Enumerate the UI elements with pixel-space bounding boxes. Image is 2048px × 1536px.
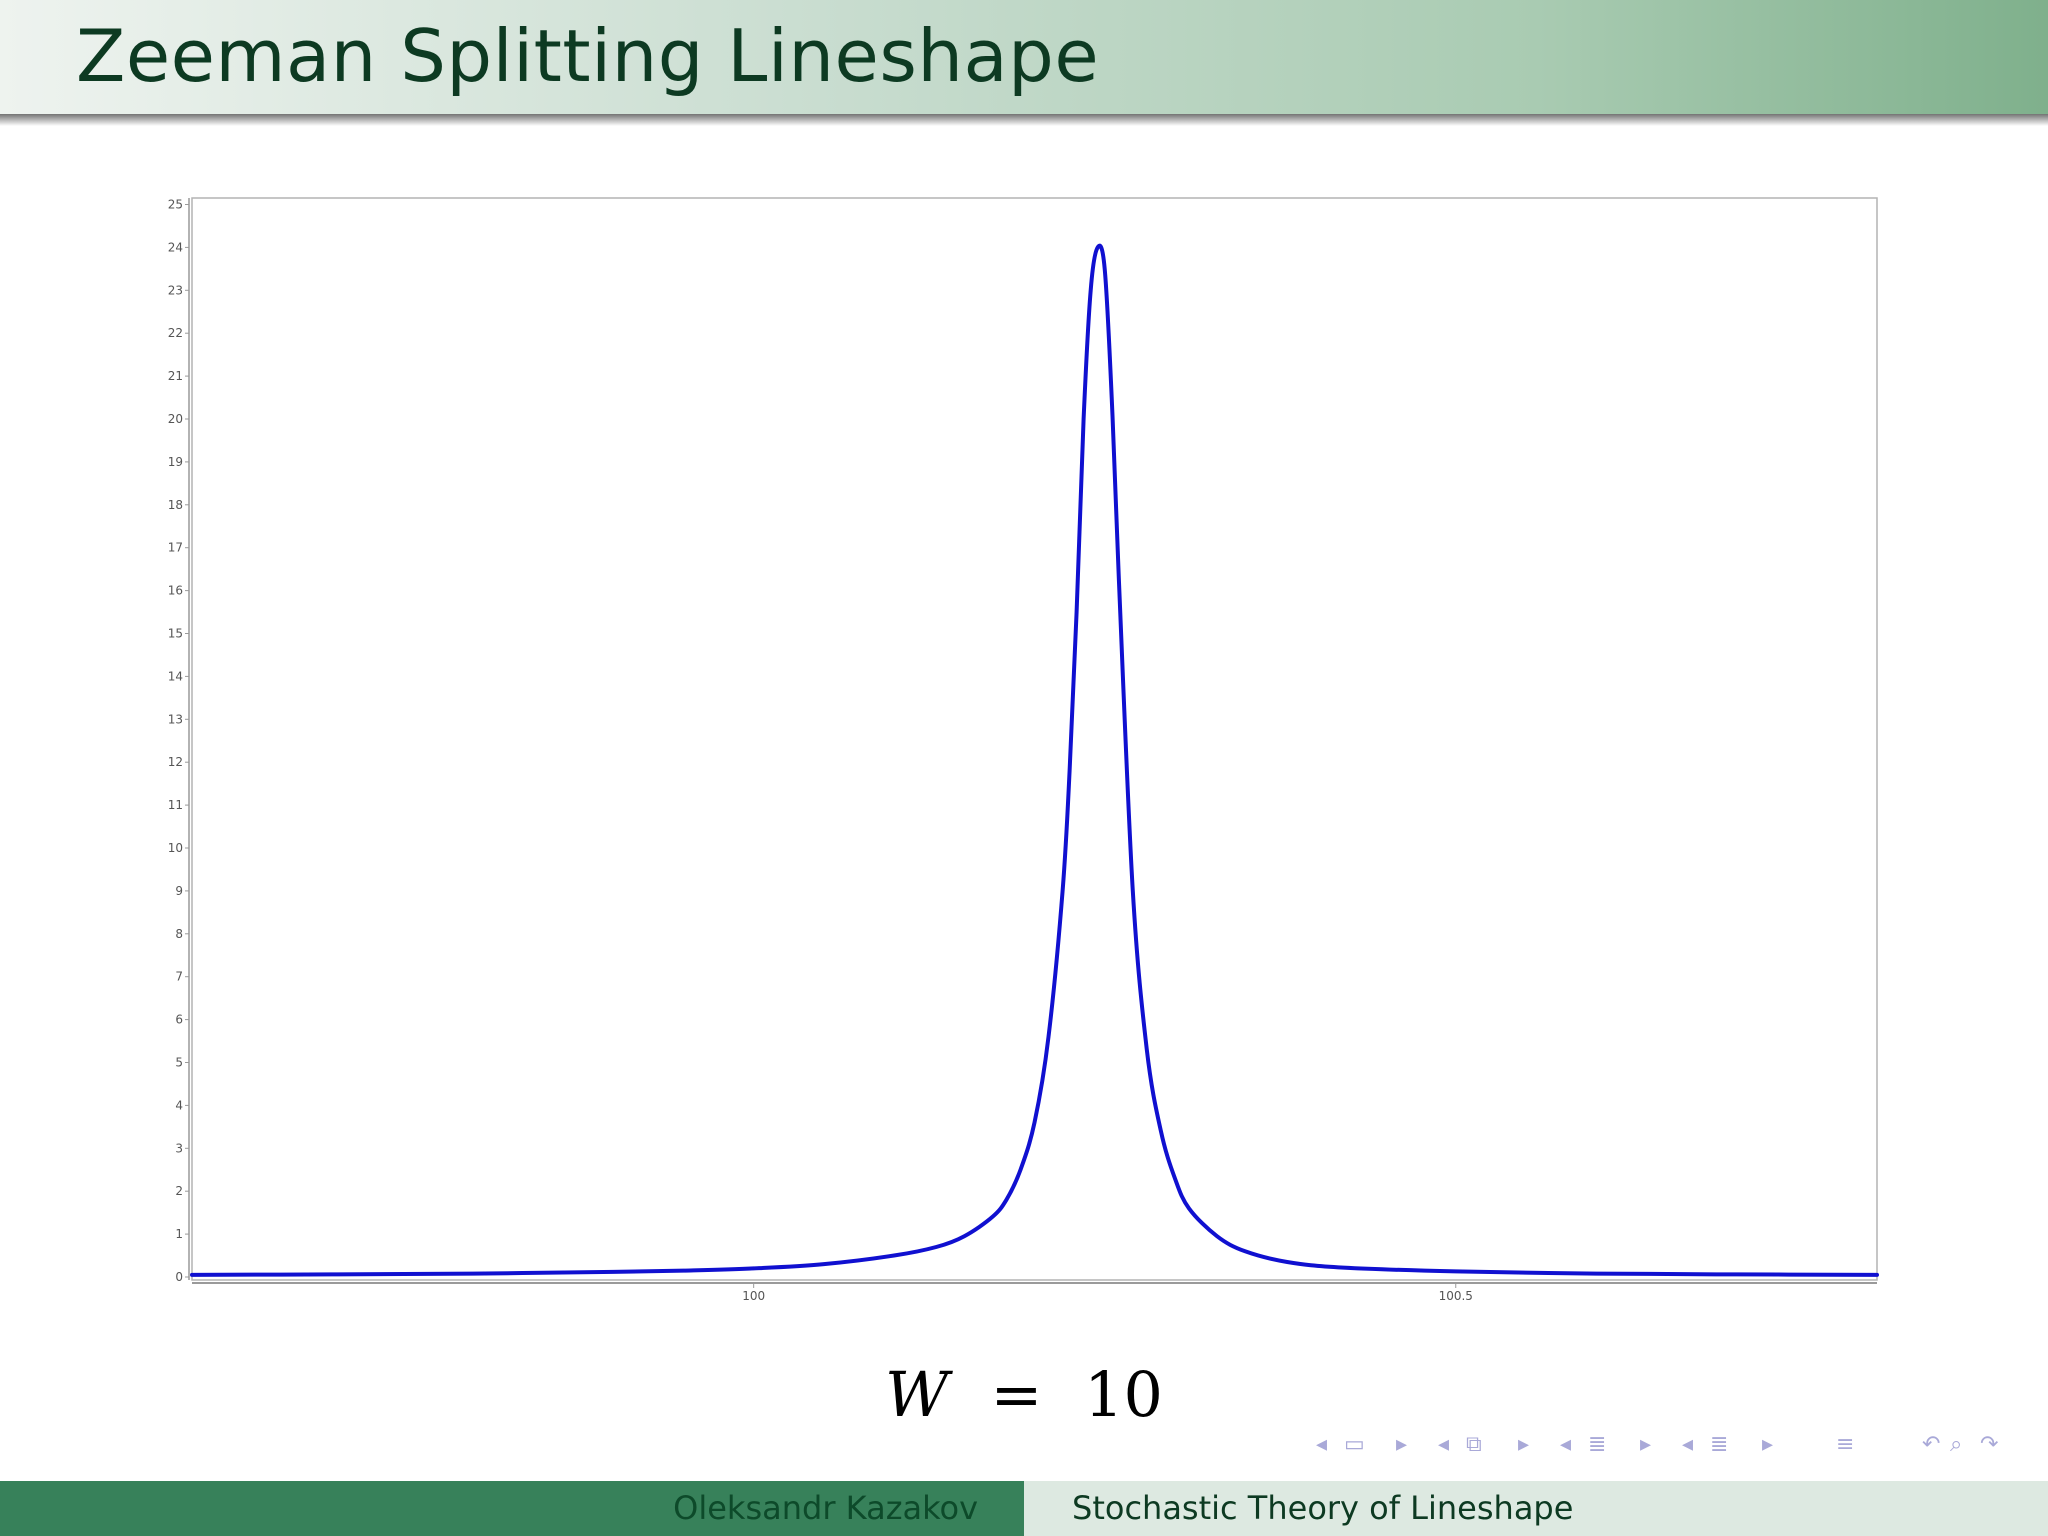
equation-operator: = bbox=[990, 1358, 1043, 1431]
search-icon[interactable]: ⌕ bbox=[1950, 1432, 1963, 1457]
y-tick-label: 12 bbox=[168, 755, 183, 769]
nav-right-arrow-icon[interactable]: ▸ bbox=[1762, 1432, 1774, 1457]
equation-variable: W bbox=[884, 1358, 949, 1431]
y-tick-label: 25 bbox=[168, 198, 183, 212]
beamer-navigation-bar: ◂ ▭ ▸ ◂ ⧉ ▸ ◂ ≣ ▸ ◂ ≣ ▸ ≡ ↶ ⌕ ↷ bbox=[1310, 1432, 2030, 1468]
lineshape-chart: 0123456789101112131415161718192021222324… bbox=[168, 197, 1879, 1303]
section-icon[interactable]: ≣ bbox=[1710, 1432, 1729, 1457]
y-tick-label: 18 bbox=[168, 498, 183, 512]
x-tick-label: 100.5 bbox=[1439, 1289, 1473, 1303]
y-tick-label: 24 bbox=[168, 240, 183, 254]
y-tick-label: 1 bbox=[175, 1227, 183, 1241]
y-tick-label: 10 bbox=[168, 841, 183, 855]
equation-value: 10 bbox=[1084, 1358, 1164, 1431]
y-tick-label: 22 bbox=[168, 326, 183, 340]
y-tick-label: 14 bbox=[168, 669, 183, 683]
nav-right-arrow-icon[interactable]: ▸ bbox=[1396, 1432, 1408, 1457]
y-axis-ticks: 0123456789101112131415161718192021222324… bbox=[168, 198, 189, 1284]
slide-title: Zeeman Splitting Lineshape bbox=[76, 14, 1100, 98]
y-tick-label: 13 bbox=[168, 712, 183, 726]
nav-left-arrow-icon[interactable]: ◂ bbox=[1438, 1432, 1450, 1457]
equation: W = 10 bbox=[0, 1358, 2048, 1431]
y-tick-label: 9 bbox=[175, 884, 183, 898]
nav-right-arrow-icon[interactable]: ▸ bbox=[1518, 1432, 1530, 1457]
slide-header: Zeeman Splitting Lineshape bbox=[0, 0, 2048, 126]
redo-icon[interactable]: ↷ bbox=[1980, 1432, 1999, 1457]
footer-author: Oleksandr Kazakov bbox=[0, 1481, 1024, 1536]
y-tick-label: 8 bbox=[175, 927, 183, 941]
slides-icon[interactable]: ⧉ bbox=[1466, 1432, 1482, 1457]
x-tick-label: 100 bbox=[742, 1289, 765, 1303]
footer-title: Stochastic Theory of Lineshape bbox=[1024, 1481, 2048, 1536]
y-tick-label: 17 bbox=[168, 541, 183, 555]
y-tick-label: 11 bbox=[168, 798, 183, 812]
y-tick-label: 7 bbox=[175, 970, 183, 984]
subsection-icon[interactable]: ≣ bbox=[1588, 1432, 1607, 1457]
nav-left-arrow-icon[interactable]: ◂ bbox=[1682, 1432, 1694, 1457]
x-axis-ticks: 100 100.5 bbox=[742, 1283, 1473, 1303]
undo-icon[interactable]: ↶ bbox=[1922, 1432, 1941, 1457]
y-tick-label: 6 bbox=[175, 1013, 183, 1027]
y-tick-label: 19 bbox=[168, 455, 183, 469]
y-tick-label: 3 bbox=[175, 1141, 183, 1155]
nav-right-arrow-icon[interactable]: ▸ bbox=[1640, 1432, 1652, 1457]
nav-left-arrow-icon[interactable]: ◂ bbox=[1560, 1432, 1572, 1457]
y-tick-label: 0 bbox=[175, 1270, 183, 1284]
y-tick-label: 2 bbox=[175, 1184, 183, 1198]
y-tick-label: 5 bbox=[175, 1056, 183, 1070]
series-line bbox=[190, 243, 1879, 1277]
y-tick-label: 20 bbox=[168, 412, 183, 426]
y-tick-label: 4 bbox=[175, 1098, 183, 1112]
nav-first-left-arrow-icon[interactable]: ◂ bbox=[1316, 1432, 1328, 1457]
y-tick-label: 15 bbox=[168, 627, 183, 641]
plot-area bbox=[191, 197, 1878, 1281]
y-tick-label: 23 bbox=[168, 283, 183, 297]
slide-footer: Oleksandr Kazakov Stochastic Theory of L… bbox=[0, 1481, 2048, 1536]
y-tick-label: 16 bbox=[168, 584, 183, 598]
frame-icon[interactable]: ▭ bbox=[1344, 1432, 1365, 1457]
y-tick-label: 21 bbox=[168, 369, 183, 383]
outline-icon[interactable]: ≡ bbox=[1836, 1432, 1855, 1457]
